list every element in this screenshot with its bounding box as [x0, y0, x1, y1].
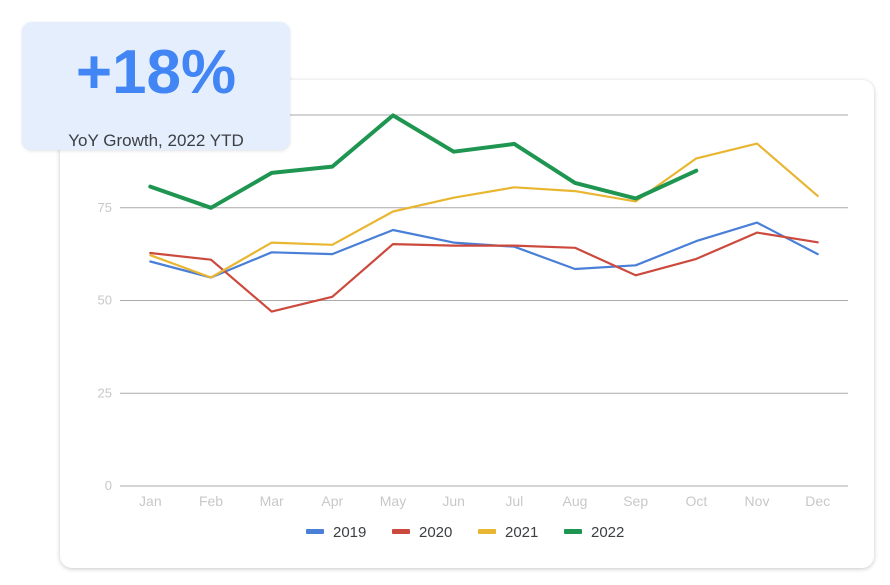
- y-tick-label: 75: [98, 200, 112, 215]
- chart-card: [60, 80, 874, 568]
- legend: 2019 2020 2021 2022: [306, 524, 624, 541]
- x-tick-label: Oct: [685, 493, 707, 509]
- x-tick-label: Jul: [505, 493, 523, 509]
- legend-swatch-2021: [478, 529, 496, 534]
- series-lines: [148, 113, 819, 313]
- grid-lines: [120, 114, 848, 487]
- x-tick-label: May: [380, 493, 406, 509]
- kpi-label: YoY Growth, 2022 YTD: [68, 131, 244, 150]
- x-axis-ticks: Jan Feb Mar Apr May Jun Jul Aug Sep Oct Nov Dec: [139, 493, 830, 509]
- legend-label-2021: 2021: [505, 524, 538, 541]
- legend-label-2019: 2019: [333, 524, 366, 541]
- series-line-2021: [149, 142, 819, 279]
- x-tick-label: Jan: [139, 493, 162, 509]
- x-tick-label: Jun: [442, 493, 465, 509]
- legend-label-2022: 2022: [591, 524, 624, 541]
- x-tick-label: Nov: [745, 493, 770, 509]
- y-tick-label: 0: [105, 478, 112, 493]
- x-tick-label: Feb: [199, 493, 223, 509]
- y-tick-label: 25: [98, 385, 112, 400]
- legend-swatch-2020: [392, 529, 410, 534]
- series-line-2020: [149, 231, 819, 313]
- x-tick-label: Sep: [623, 493, 648, 509]
- legend-swatch-2019: [306, 529, 324, 534]
- x-tick-label: Apr: [321, 493, 343, 509]
- kpi-badge: +18% YoY Growth, 2022 YTD: [22, 22, 290, 150]
- x-tick-label: Dec: [805, 493, 830, 509]
- x-tick-label: Mar: [260, 493, 284, 509]
- y-tick-label: 50: [98, 293, 112, 308]
- legend-swatch-2022: [564, 529, 582, 534]
- x-tick-label: Aug: [563, 493, 588, 509]
- kpi-value: +18%: [75, 38, 237, 107]
- y-axis-ticks: 0 25 50 75: [98, 200, 112, 493]
- series-line-2022: [148, 113, 699, 210]
- legend-label-2020: 2020: [419, 524, 452, 541]
